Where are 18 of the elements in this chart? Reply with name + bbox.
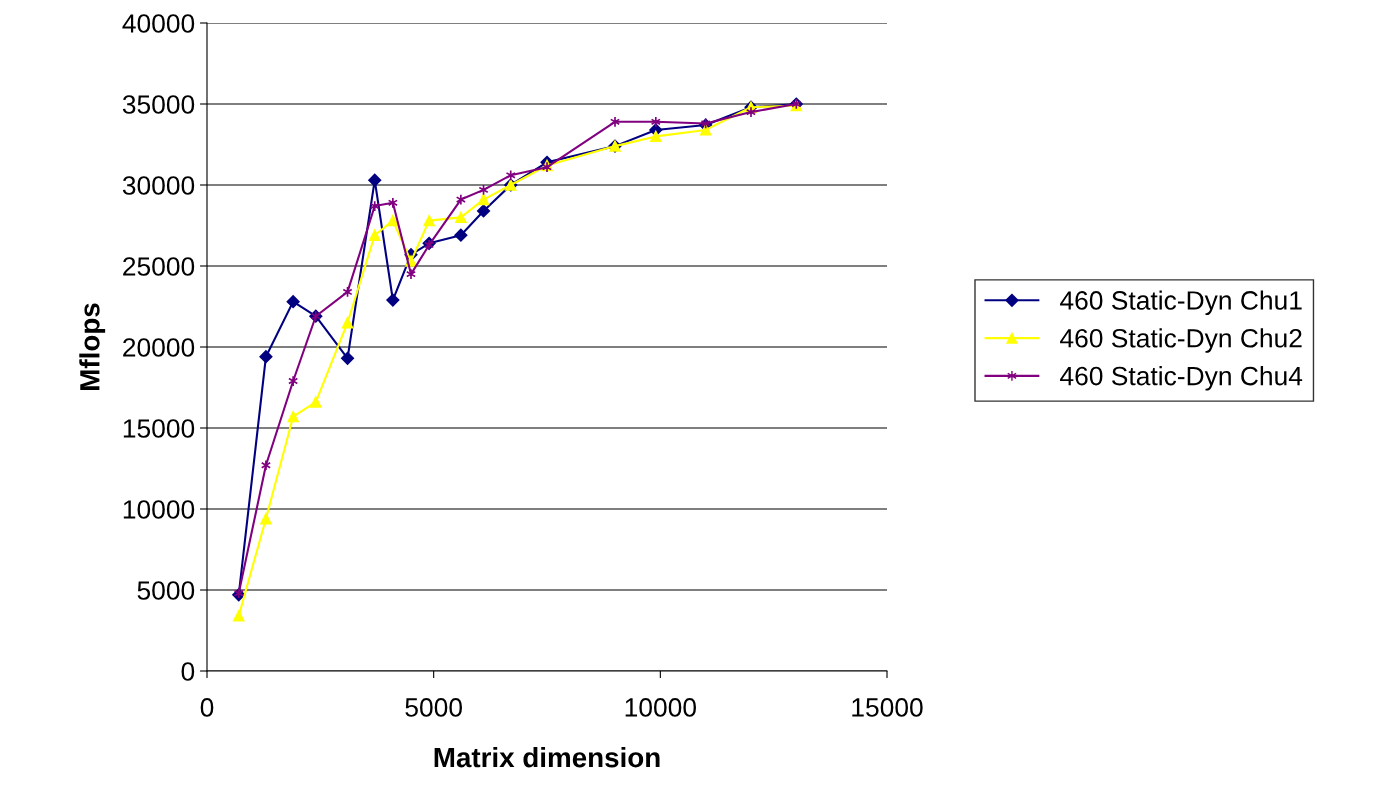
x-tick-label: 10000: [625, 698, 696, 717]
legend-label: 460 Static-Dyn Chu1: [1060, 290, 1302, 316]
y-tick-label: 40000: [122, 14, 195, 33]
legend-label: 460 Static-Dyn Chu2: [1060, 328, 1302, 353]
x-tick-label: 0: [200, 698, 214, 717]
x-axis-title: Matrix dimension: [434, 746, 660, 768]
y-tick-label: 5000: [137, 581, 195, 600]
legend-label: 460 Static-Dyn Chu4: [1060, 366, 1303, 391]
y-tick-label: 15000: [123, 419, 195, 438]
y-axis-title: Mflops: [79, 303, 106, 390]
y-tick-label: 30000: [122, 176, 195, 195]
y-tick-label: 0: [181, 662, 195, 681]
x-tick-label: 5000: [405, 698, 462, 717]
y-tick-label: 20000: [123, 338, 195, 357]
y-tick-label: 10000: [123, 500, 195, 519]
y-tick-label: 35000: [122, 95, 195, 114]
y-tick-label: 25000: [123, 257, 195, 276]
x-tick-label: 15000: [852, 698, 923, 717]
